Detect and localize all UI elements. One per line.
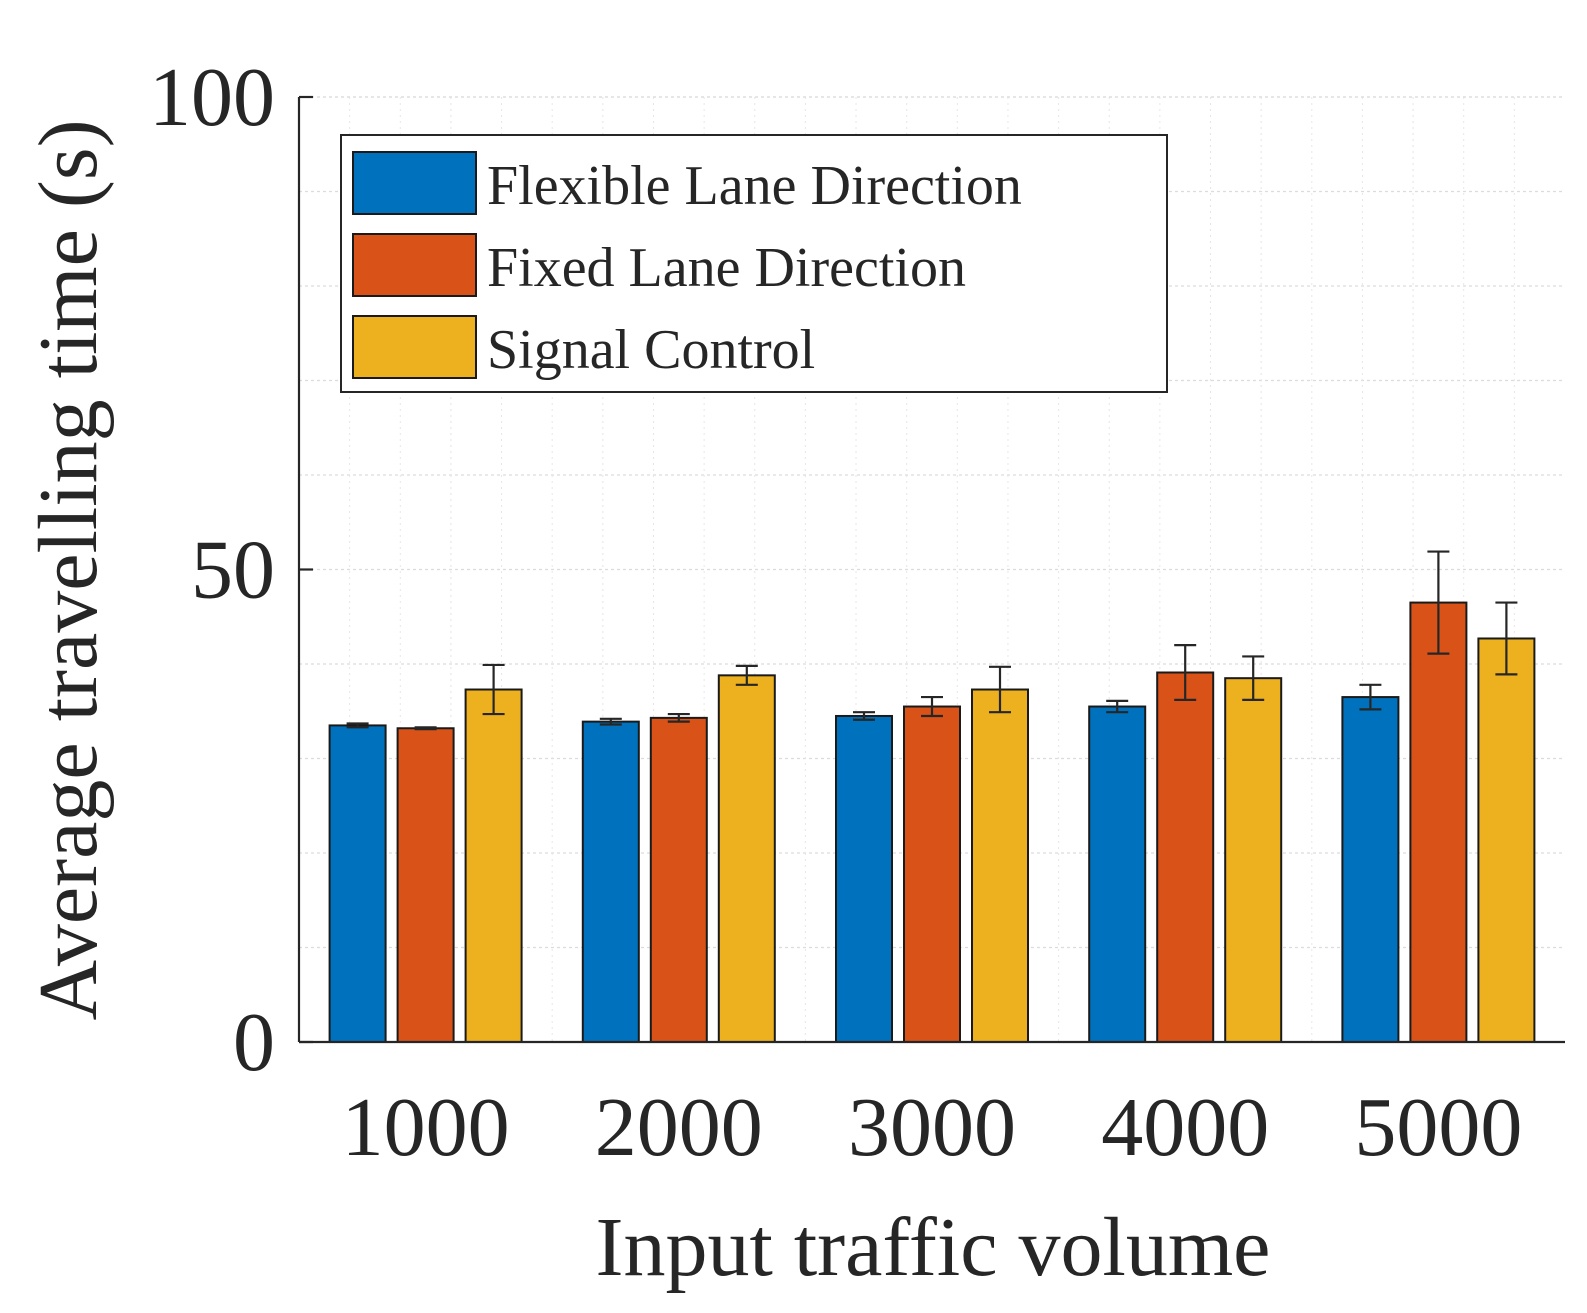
legend-entry: Fixed Lane Direction [352, 233, 966, 299]
error-bar-flexible-lane-direction-2000 [599, 717, 622, 726]
legend-entry: Flexible Lane Direction [352, 151, 1022, 217]
bar-flexible-lane-direction-5000 [1341, 696, 1400, 1043]
error-bars [346, 550, 1518, 731]
bar-signal-control-5000 [1477, 637, 1536, 1043]
bar-signal-control-4000 [1224, 677, 1283, 1043]
error-bar-signal-control-5000 [1495, 601, 1518, 676]
error-bar-fixed-lane-direction-3000 [921, 695, 943, 718]
y-tick-label: 0 [233, 996, 275, 1089]
legend-label: Fixed Lane Direction [487, 237, 966, 299]
axes [297, 95, 1565, 1044]
x-tick-label: 3000 [848, 1081, 1016, 1174]
legend: Flexible Lane Direction Fixed Lane Direct… [340, 134, 1168, 393]
legend-swatch [352, 315, 477, 379]
bar-fixed-lane-direction-4000 [1156, 671, 1215, 1043]
legend-entry: Signal Control [352, 315, 815, 381]
error-bar-signal-control-4000 [1242, 655, 1265, 702]
bar-fixed-lane-direction-2000 [649, 716, 708, 1043]
y-axis-title: Average travelling time (s) [22, 119, 115, 1020]
legend-swatch [352, 233, 477, 297]
error-bar-signal-control-2000 [735, 664, 758, 686]
bar-flexible-lane-direction-1000 [328, 724, 387, 1043]
y-tick-label: 100 [149, 51, 275, 144]
error-bar-fixed-lane-direction-5000 [1427, 550, 1450, 655]
error-bar-fixed-lane-direction-1000 [414, 726, 437, 731]
bar-fixed-lane-direction-1000 [396, 727, 455, 1043]
bars [328, 601, 1536, 1044]
error-bar-flexible-lane-direction-5000 [1359, 683, 1382, 711]
legend-box [340, 134, 1168, 393]
x-tick-label: 4000 [1101, 1081, 1269, 1174]
legend-label: Signal Control [487, 319, 815, 381]
x-tick-label: 5000 [1354, 1081, 1522, 1174]
bar-signal-control-2000 [717, 674, 776, 1044]
bar-flexible-lane-direction-2000 [581, 720, 640, 1044]
legend-label: Flexible Lane Direction [487, 155, 1022, 217]
bar-flexible-lane-direction-3000 [835, 714, 893, 1043]
x-tick-labels: 1000 2000 3000 4000 5000 [342, 1081, 1523, 1174]
bar-fixed-lane-direction-3000 [903, 705, 961, 1044]
legend-swatch [352, 151, 477, 215]
error-bar-fixed-lane-direction-4000 [1174, 643, 1197, 702]
x-tick-label: 1000 [342, 1081, 510, 1174]
x-tick-label: 2000 [595, 1081, 763, 1174]
error-bar-fixed-lane-direction-2000 [667, 712, 690, 723]
y-tick-label: 50 [191, 524, 275, 617]
error-bar-flexible-lane-direction-4000 [1106, 699, 1129, 714]
error-bar-flexible-lane-direction-1000 [346, 722, 369, 729]
bar-fixed-lane-direction-5000 [1409, 601, 1468, 1043]
error-bar-signal-control-1000 [482, 663, 505, 716]
bar-flexible-lane-direction-4000 [1088, 705, 1147, 1044]
bar-signal-control-1000 [464, 688, 523, 1043]
error-bar-signal-control-3000 [989, 665, 1011, 714]
bar-signal-control-3000 [971, 688, 1029, 1043]
error-bar-flexible-lane-direction-3000 [853, 711, 875, 721]
y-tick-labels: 0 50 100 [149, 51, 275, 1089]
x-axis-title: Input traffic volume [596, 1201, 1271, 1294]
